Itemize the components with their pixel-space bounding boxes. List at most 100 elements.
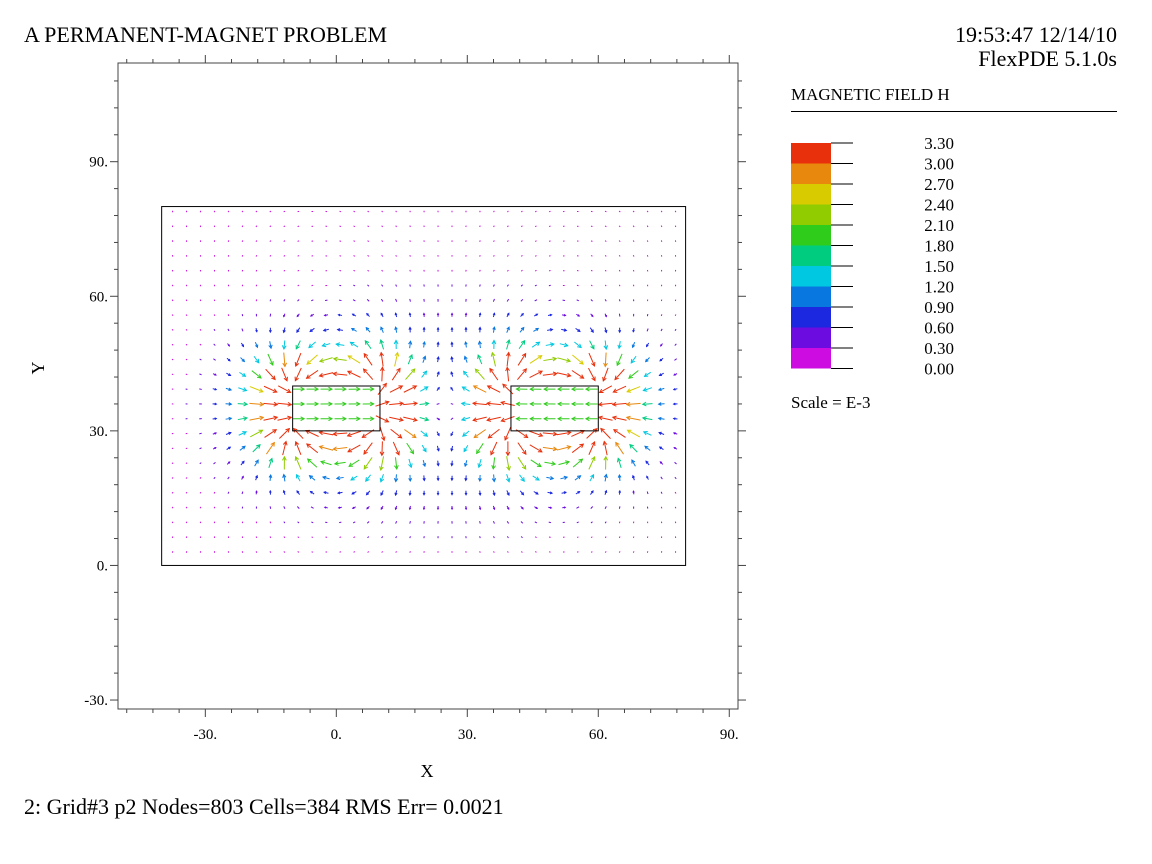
field-vector [363,457,373,470]
field-vector-head [332,431,338,437]
field-vector-shaft [269,341,272,349]
field-vector-shaft [336,476,344,479]
field-vector [500,415,515,423]
field-vector-shaft [171,314,174,317]
field-vector-shaft [520,536,523,539]
field-vector-shaft [604,240,607,242]
field-vector-shaft [405,368,416,380]
field-vector-shaft [546,476,554,480]
field-vector-shaft [294,367,302,381]
field-vector [450,506,454,511]
field-vector [515,401,528,407]
field-vector-head [308,343,313,349]
field-vector [171,269,174,272]
field-vector [297,299,300,302]
legend-level-label: 0.00 [924,360,954,379]
field-vector [380,298,384,302]
field-vector [574,475,582,481]
legend-title: MAGNETIC FIELD H [791,85,950,104]
field-vector [618,506,621,509]
field-vector [545,342,555,347]
field-vector [395,536,398,539]
field-vector-shaft [367,210,370,213]
field-vector [492,298,495,302]
field-vector [366,312,370,317]
field-vector [450,386,454,391]
field-vector-head [641,401,647,407]
field-vector [660,476,663,480]
field-vector [629,443,638,453]
field-vector-shaft [339,210,342,213]
field-vector [674,358,677,361]
field-vector-head [422,507,426,511]
field-vector-head [473,433,479,439]
field-vector-head [549,328,554,332]
field-vector [534,536,537,539]
field-vector-shaft [238,431,247,436]
field-vector [464,326,468,333]
field-vector-head [625,401,631,407]
field-vector-shaft [556,372,571,377]
field-vector [171,462,174,464]
field-vector [269,255,272,257]
field-vector-head [287,415,293,421]
field-vector-head [463,355,468,360]
field-vector [283,299,286,302]
field-vector-head [504,435,509,441]
field-vector-head [491,339,497,345]
field-vector [268,327,272,334]
field-vector [658,372,664,377]
legend-level-label: 2.40 [924,196,954,215]
field-vector-shaft [487,385,501,393]
field-vector [277,385,292,393]
field-vector-shaft [171,358,174,361]
field-vector [674,476,677,480]
field-vector [520,284,523,287]
field-vector [353,551,356,553]
field-vector-head [461,386,467,391]
field-vector-shaft [171,521,174,524]
field-vector-shaft [646,491,649,495]
field-vector [296,490,301,495]
field-vector [618,269,621,272]
field-vector-head [450,477,454,482]
field-vector [390,428,403,439]
field-vector-shaft [381,240,384,242]
field-vector-head [597,415,603,421]
field-vector [241,240,244,242]
field-vector-shaft [395,520,398,524]
field-vector-head [306,443,311,448]
field-vector [318,445,334,451]
field-vector-shaft [599,385,613,393]
field-vector-shaft [283,551,286,553]
field-vector-shaft [350,341,359,348]
field-vector-head [563,313,567,317]
field-vector [588,456,596,470]
field-vector [618,240,621,242]
field-vector [631,341,636,349]
field-vector [306,458,318,468]
field-vector [603,352,608,368]
field-vector-shaft [477,354,483,365]
field-vector-shaft [475,368,485,380]
field-vector-head [228,402,233,406]
field-vector [604,506,607,510]
field-vector-shaft [472,402,487,406]
field-vector-head [394,507,398,511]
field-vector [283,521,286,524]
field-vector-shaft [283,536,286,539]
field-vector-shaft [632,269,635,272]
field-vector-head [515,401,521,407]
field-vector-head [408,312,412,316]
field-vector [463,444,469,453]
field-vector [558,460,571,466]
field-vector-shaft [603,441,608,456]
field-vector-head [281,345,287,351]
field-vector-head [411,433,417,439]
field-vector [292,427,304,439]
field-vector-shaft [674,506,677,509]
field-vector-shaft [520,269,523,272]
field-vector-head [408,507,412,511]
field-vector-head [625,415,631,421]
field-vector-head [362,368,368,374]
